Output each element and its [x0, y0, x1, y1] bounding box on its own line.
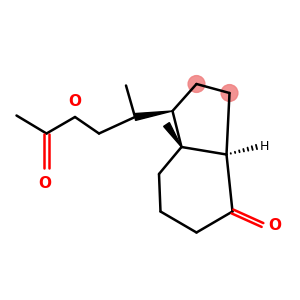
Text: O: O: [68, 94, 82, 109]
Polygon shape: [164, 123, 181, 147]
Circle shape: [221, 85, 238, 101]
Circle shape: [188, 76, 205, 92]
Text: H: H: [260, 140, 269, 154]
Polygon shape: [134, 111, 172, 120]
Text: O: O: [268, 218, 281, 232]
Text: O: O: [38, 176, 52, 191]
